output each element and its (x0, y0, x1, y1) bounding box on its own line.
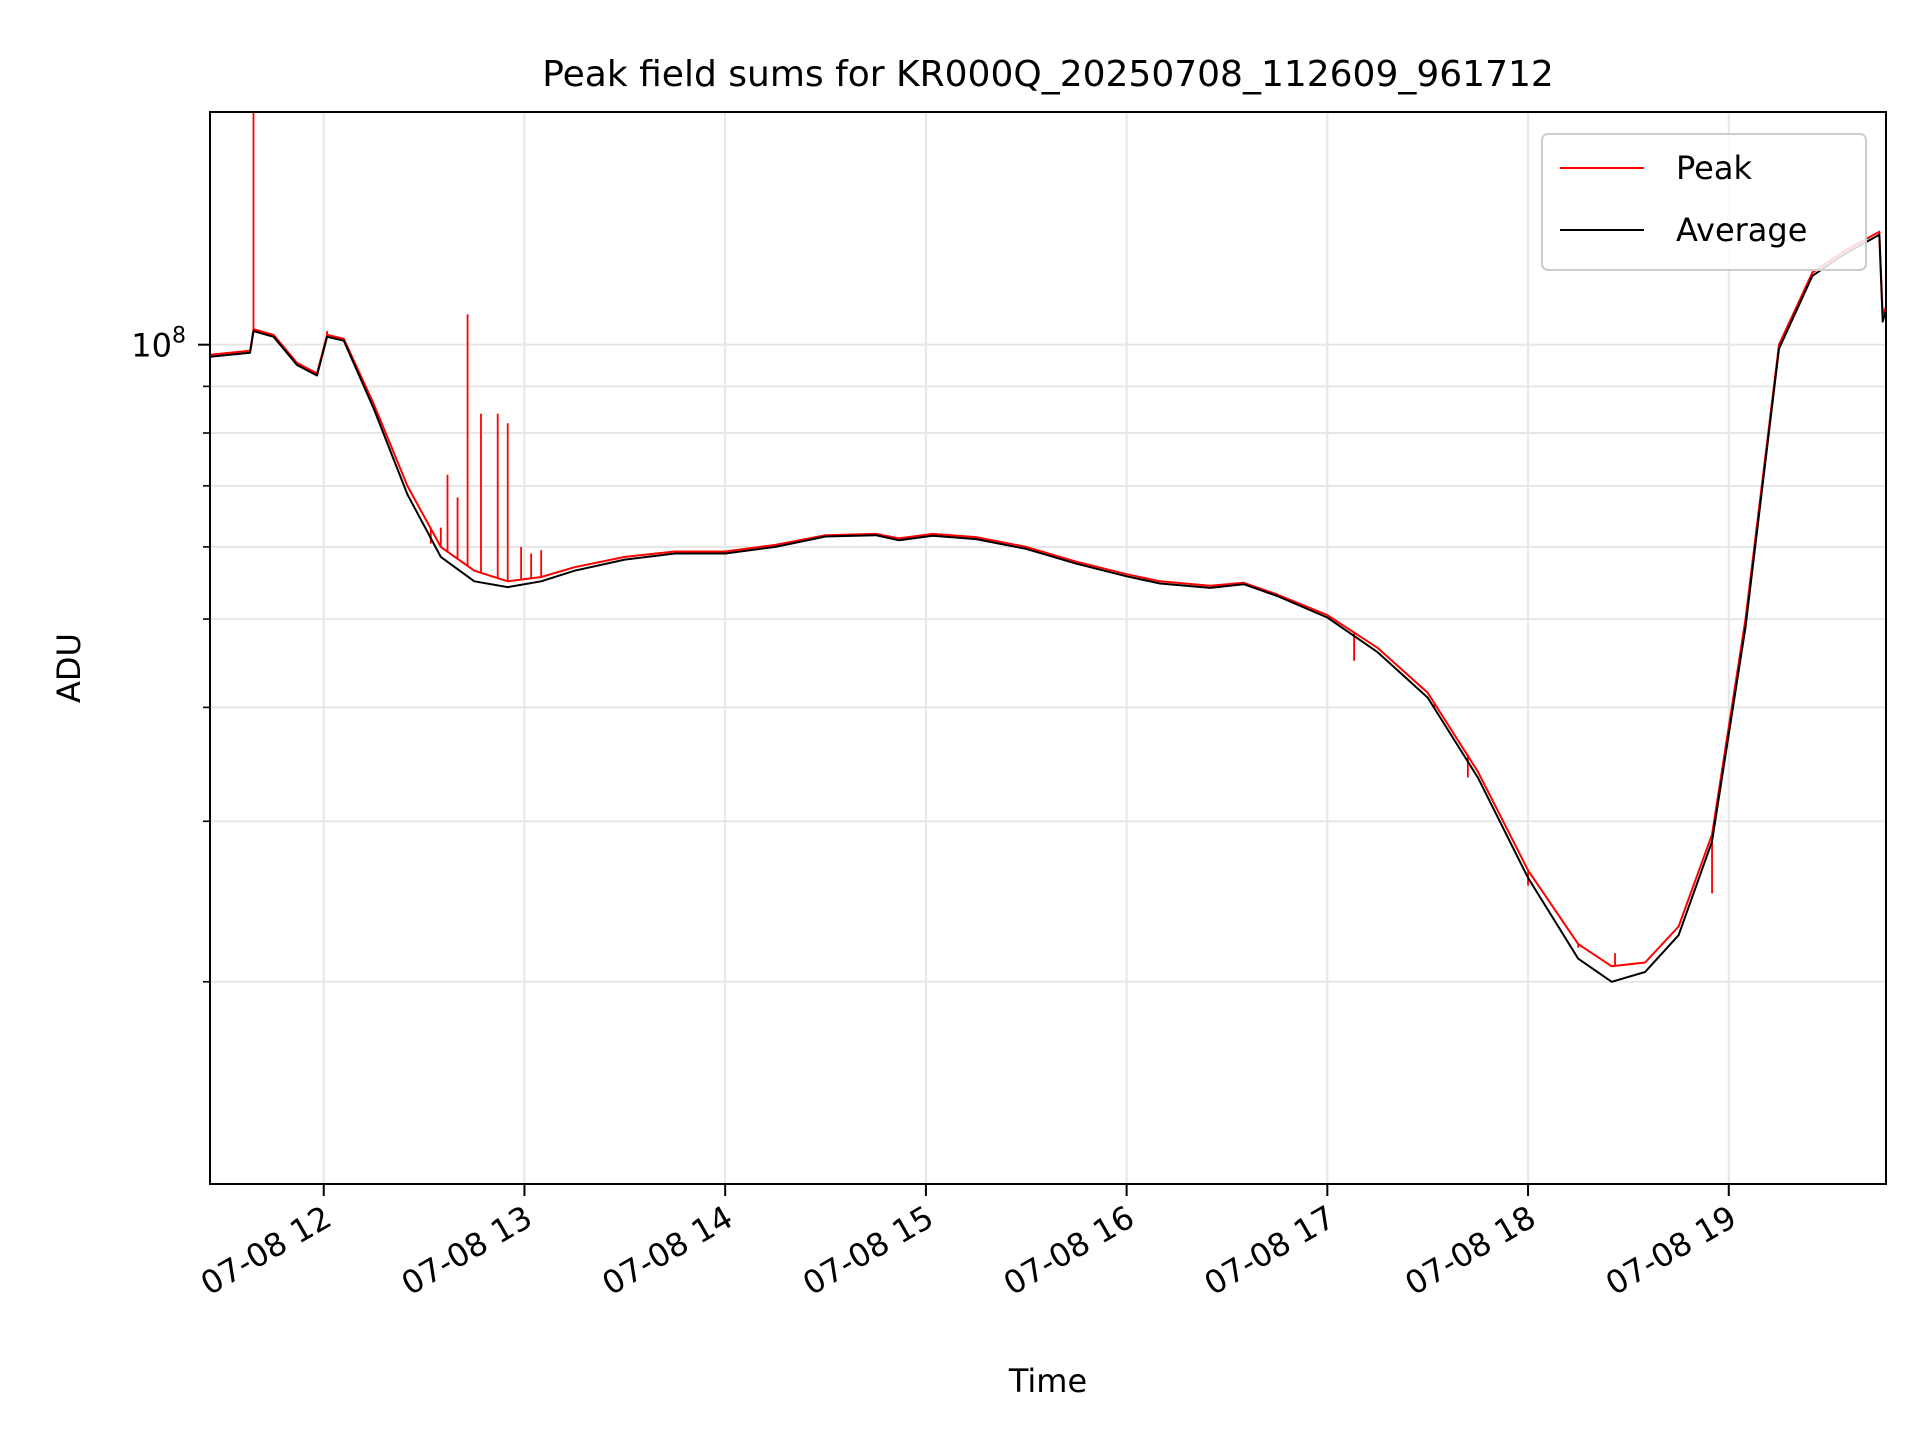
legend-label-peak: Peak (1676, 149, 1752, 187)
legend-label-average: Average (1676, 211, 1807, 249)
series-layer (209, 112, 1887, 983)
y-axis: 108 (131, 324, 210, 983)
chart-title: Peak field sums for KR000Q_20250708_1126… (542, 54, 1554, 95)
y-axis-label: ADU (50, 633, 88, 703)
series-line-peak (209, 230, 1887, 968)
y-tick-label: 108 (131, 324, 186, 365)
x-axis-label: Time (1008, 1362, 1087, 1400)
legend: Peak Average (1541, 133, 1867, 271)
plot-frame (209, 111, 1887, 1185)
series-line-average (209, 233, 1887, 983)
grid (210, 112, 1886, 1184)
